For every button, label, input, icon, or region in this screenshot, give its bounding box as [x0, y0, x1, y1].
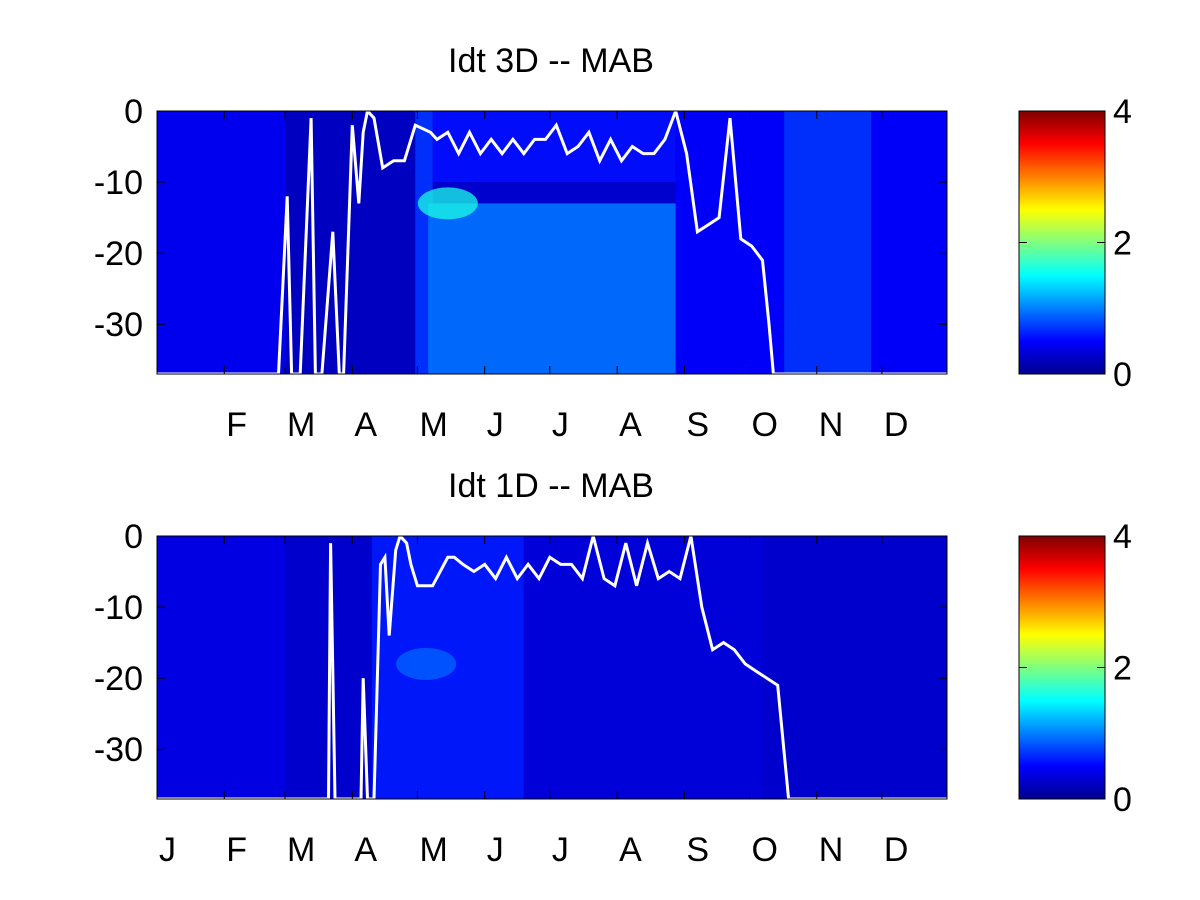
x-tick-label: M — [419, 406, 447, 444]
x-tick-label: J — [487, 831, 504, 869]
x-tick-label: J — [552, 831, 569, 869]
colorbar-tick-label: 0 — [1113, 781, 1132, 819]
colorbar-tick-label: 4 — [1113, 93, 1132, 131]
y-tick-label: -20 — [94, 235, 143, 273]
x-tick-label: A — [354, 831, 377, 869]
heatmap-hotspot — [417, 187, 478, 220]
x-tick-label: N — [819, 406, 844, 444]
panel-1d: Idt 1D -- MAB 0 -10 -20 -30 J F M A M J J A S O N D 0 2… — [94, 467, 1132, 869]
heatmap-cell — [871, 111, 947, 374]
y-tick-label: 0 — [124, 518, 143, 556]
heatmap-hotspot — [396, 647, 457, 680]
plot-frame — [156, 110, 948, 375]
x-tick-label: A — [619, 406, 642, 444]
heatmap-cell — [432, 111, 676, 183]
x-tick-label: F — [226, 406, 247, 444]
y-tick-label: -10 — [94, 164, 143, 202]
x-tick-label: O — [752, 406, 778, 444]
chart-title: Idt 1D -- MAB — [448, 467, 654, 505]
heatmap-field — [157, 536, 947, 799]
colorbar-ticks: 0 2 4 — [1019, 518, 1132, 819]
x-tick-label: N — [819, 831, 844, 869]
x-tick-label: A — [354, 406, 377, 444]
x-tick-label: D — [884, 406, 909, 444]
x-tick-label: A — [619, 831, 642, 869]
colorbar-tick-label: 4 — [1113, 518, 1132, 556]
heatmap-cell — [784, 111, 872, 374]
x-tick-label: S — [686, 406, 709, 444]
y-tick-label: -30 — [94, 306, 143, 344]
y-tick-label: -30 — [94, 731, 143, 769]
y-tick-label: -20 — [94, 660, 143, 698]
colorbar — [1018, 110, 1106, 375]
plot-frame — [156, 535, 948, 800]
colorbar-tick-label: 2 — [1113, 650, 1132, 688]
x-tick-label: S — [686, 831, 709, 869]
x-tick-label: M — [287, 406, 315, 444]
colorbar-tick-label: 0 — [1113, 356, 1132, 394]
x-tick-label: M — [287, 831, 315, 869]
panel-3d: Idt 3D -- MAB 0 -10 -20 -30 F M A M J J A S O N D 0 2 4 — [94, 42, 1132, 444]
colorbar — [1018, 535, 1106, 800]
heatmap-cell — [157, 111, 286, 374]
y-tick-label: -10 — [94, 589, 143, 627]
x-tick-label: J — [159, 831, 176, 869]
x-tick-label: M — [419, 831, 447, 869]
chart-title: Idt 3D -- MAB — [448, 42, 654, 80]
x-tick-label: D — [884, 831, 909, 869]
x-tick-label: F — [226, 831, 247, 869]
colorbar-tick-label: 2 — [1113, 225, 1132, 263]
y-tick-label: 0 — [124, 93, 143, 131]
y-ticks: 0 -10 -20 -30 — [94, 93, 947, 344]
heatmap-cell — [157, 536, 286, 799]
mixed-layer-line — [157, 111, 947, 374]
heatmap-field — [157, 111, 947, 374]
heatmap-cell — [675, 111, 785, 374]
mixed-layer-line — [157, 536, 947, 799]
heatmap-cell — [762, 536, 947, 799]
colorbar-ticks: 0 2 4 — [1019, 93, 1132, 394]
heatmap-cell — [428, 203, 676, 374]
y-ticks: 0 -10 -20 -30 — [94, 518, 947, 769]
heatmap-cell — [523, 536, 763, 799]
x-tick-label: J — [487, 406, 504, 444]
x-tick-label: O — [752, 831, 778, 869]
x-tick-label: J — [552, 406, 569, 444]
